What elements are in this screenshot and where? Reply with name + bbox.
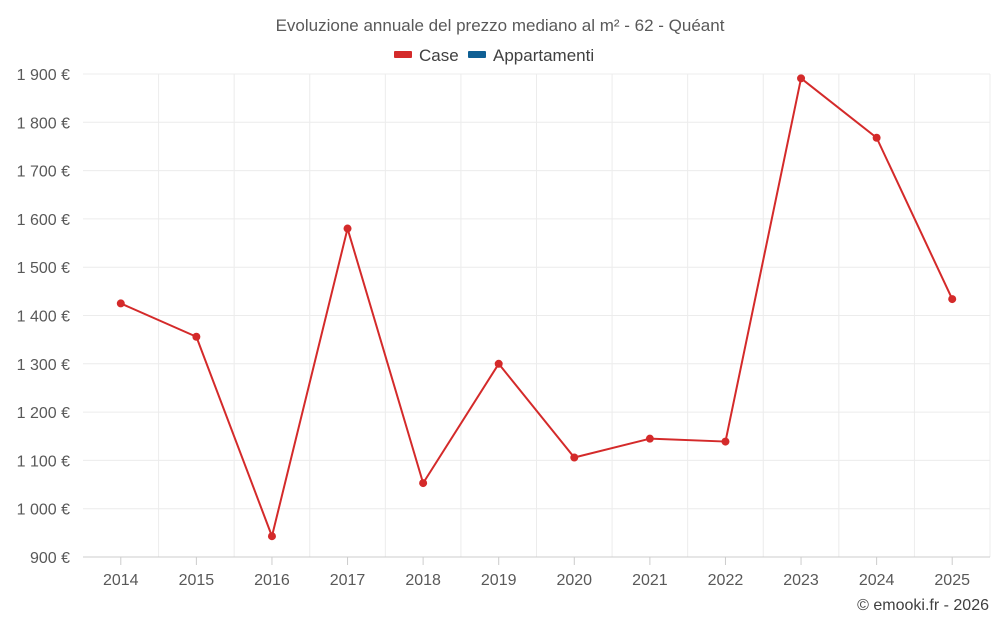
x-tick-label: 2018	[405, 572, 441, 589]
x-tick-label: 2014	[103, 572, 139, 589]
legend: Case Appartamenti	[394, 46, 594, 65]
series-line-case	[120, 77, 954, 538]
x-tick-label: 2017	[330, 572, 366, 589]
x-tick-label: 2023	[783, 572, 819, 589]
y-tick-label: 1 000 €	[17, 502, 70, 519]
y-tick-label: 1 900 €	[17, 67, 70, 84]
data-point-case[interactable]	[948, 295, 957, 304]
data-point-case[interactable]	[116, 299, 125, 308]
legend-label-case: Case	[419, 46, 459, 65]
data-point-case[interactable]	[267, 532, 276, 541]
data-point-case[interactable]	[419, 479, 428, 488]
x-tick-label: 2025	[934, 572, 970, 589]
data-point-case[interactable]	[343, 224, 352, 233]
x-tick-label: 2019	[481, 572, 517, 589]
x-axis: 2014 2015 2016 2017 2018 2019 2020 2021 2022 2023…	[83, 556, 990, 589]
y-tick-label: 1 700 €	[17, 164, 70, 181]
y-tick-label: 900 €	[30, 550, 70, 567]
data-point-case[interactable]	[721, 437, 730, 446]
x-tick-label: 2024	[859, 572, 895, 589]
legend-swatch-appartamenti	[468, 51, 486, 58]
legend-item-appartamenti[interactable]: Appartamenti	[468, 46, 594, 65]
credit-text: © emooki.fr - 2026	[857, 597, 989, 614]
data-point-case[interactable]	[645, 434, 654, 443]
x-tick-label: 2015	[179, 572, 215, 589]
data-point-case[interactable]	[797, 74, 806, 83]
data-point-case[interactable]	[192, 332, 201, 341]
x-tick-label: 2020	[556, 572, 592, 589]
y-tick-label: 1 400 €	[17, 309, 70, 326]
y-tick-label: 1 100 €	[17, 453, 70, 470]
y-axis: 900 € 1 000 € 1 100 € 1 200 € 1 300 € 1 400 €…	[17, 67, 70, 567]
data-point-case[interactable]	[494, 359, 503, 368]
x-tick-label: 2021	[632, 572, 668, 589]
legend-swatch-case	[394, 51, 412, 58]
y-tick-label: 1 200 €	[17, 405, 70, 422]
legend-label-appartamenti: Appartamenti	[493, 46, 594, 65]
legend-item-case[interactable]: Case	[394, 46, 459, 65]
y-tick-label: 1 800 €	[17, 115, 70, 132]
data-point-case[interactable]	[872, 133, 881, 142]
grid	[83, 73, 991, 557]
y-tick-label: 1 300 €	[17, 357, 70, 374]
series-case	[116, 74, 957, 541]
y-tick-label: 1 600 €	[17, 212, 70, 229]
chart-title: Evoluzione annuale del prezzo mediano al…	[276, 16, 725, 35]
x-tick-label: 2022	[708, 572, 744, 589]
x-tick-label: 2016	[254, 572, 290, 589]
data-point-case[interactable]	[570, 453, 579, 462]
y-tick-label: 1 500 €	[17, 260, 70, 277]
